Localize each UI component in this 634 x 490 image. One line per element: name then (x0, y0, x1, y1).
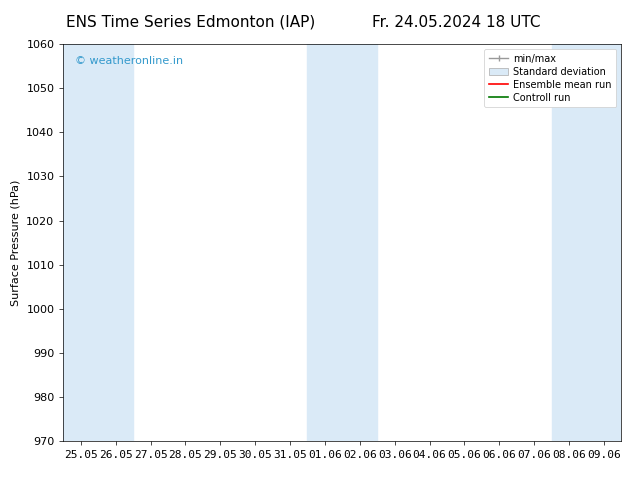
Bar (307, 44, 377, 441)
Legend: min/max, Standard deviation, Ensemble mean run, Controll run: min/max, Standard deviation, Ensemble me… (484, 49, 616, 107)
Text: Fr. 24.05.2024 18 UTC: Fr. 24.05.2024 18 UTC (372, 15, 541, 30)
Y-axis label: Surface Pressure (hPa): Surface Pressure (hPa) (11, 179, 21, 306)
Bar (63, 44, 133, 441)
Text: ENS Time Series Edmonton (IAP): ENS Time Series Edmonton (IAP) (65, 15, 315, 30)
Text: © weatheronline.in: © weatheronline.in (75, 56, 183, 66)
Bar (552, 44, 621, 441)
